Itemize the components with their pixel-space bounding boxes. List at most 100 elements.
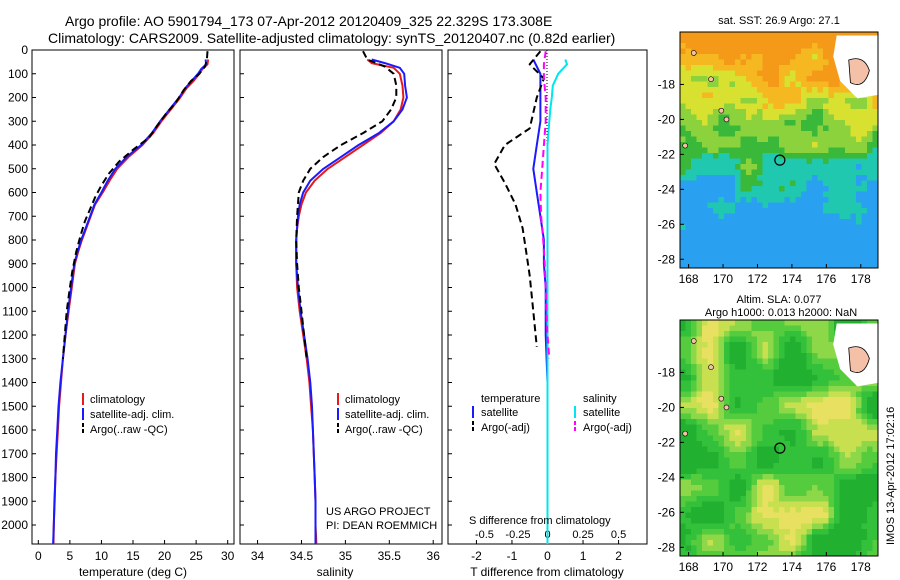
map-cell (724, 358, 731, 365)
map-y-tick-label: -20 (658, 112, 676, 126)
map-cell (856, 235, 863, 242)
map-y-tick-label: -24 (658, 182, 676, 196)
map-cell (850, 241, 857, 248)
map-cell (872, 446, 878, 453)
map-cell (834, 213, 841, 220)
map-cell (812, 496, 819, 503)
map-cell (806, 175, 813, 182)
map-cell (762, 131, 769, 138)
map-cell (696, 92, 703, 99)
map-cell (867, 463, 874, 470)
map-cell (834, 246, 841, 253)
map-cell (718, 441, 725, 448)
map-cell (812, 529, 819, 536)
map-cell (702, 551, 709, 556)
map-cell (861, 136, 868, 143)
map-cell (685, 257, 692, 264)
map-cell (713, 430, 720, 437)
map-cell (713, 54, 720, 61)
map-cell (861, 202, 868, 209)
map-cell (757, 241, 764, 248)
map-cell (773, 65, 780, 72)
map-cell (751, 545, 758, 552)
map-cell (790, 202, 797, 209)
map-cell (801, 87, 808, 94)
map-cell (696, 358, 703, 365)
map-cell (691, 512, 698, 519)
map-cell (845, 402, 852, 409)
map-cell (740, 342, 747, 349)
map-cell (867, 208, 874, 215)
map-cell (735, 512, 742, 519)
map-cell (773, 252, 780, 259)
map-cell (680, 103, 687, 110)
map-cell (702, 347, 709, 354)
map-cell (768, 430, 775, 437)
map-cell (724, 485, 731, 492)
map-cell (685, 419, 692, 426)
map-cell (790, 529, 797, 536)
map-cell (702, 153, 709, 160)
map-y-tick-label: -22 (658, 435, 676, 449)
map-cell (828, 485, 835, 492)
map-cell (735, 391, 742, 398)
map-cell (762, 325, 769, 332)
map-cell (828, 452, 835, 459)
map-cell (707, 424, 714, 431)
map-cell (845, 175, 852, 182)
map-cell (817, 257, 824, 264)
map-cell (845, 114, 852, 121)
map-cell (762, 507, 769, 514)
map-cell (867, 386, 874, 393)
map-cell (812, 430, 819, 437)
map-cell (812, 70, 819, 77)
map-cell (845, 164, 852, 171)
map-cell (724, 169, 731, 176)
map-cell (795, 501, 802, 508)
map-cell (839, 419, 846, 426)
map-cell (823, 120, 830, 127)
map-cell (702, 87, 709, 94)
map-cell (801, 496, 808, 503)
map-cell (872, 320, 878, 327)
map-cell (746, 320, 753, 327)
map-cell (718, 529, 725, 536)
map-cell (696, 109, 703, 116)
map-cell (850, 391, 857, 398)
map-cell (707, 109, 714, 116)
map-cell (817, 246, 824, 253)
map-cell (845, 103, 852, 110)
map-cell (839, 457, 846, 464)
map-cell (740, 331, 747, 338)
map-cell (757, 98, 764, 105)
map-cell (790, 235, 797, 242)
map-cell (779, 213, 786, 220)
map-cell (762, 479, 769, 486)
map-cell (773, 246, 780, 253)
map-cell (724, 540, 731, 547)
temperature-legend: climatology satellite-adj. clim. Argo(..… (82, 393, 174, 436)
map-cell (680, 235, 687, 242)
map-cell (713, 131, 720, 138)
map-cell (872, 452, 878, 459)
map-y-tick-label: -28 (658, 540, 676, 554)
map-cell (751, 386, 758, 393)
map-cell (707, 54, 714, 61)
map-cell (801, 534, 808, 541)
map-cell (812, 375, 819, 382)
map-cell (724, 235, 731, 242)
map-cell (751, 92, 758, 99)
map-cell (834, 479, 841, 486)
map-cell (757, 380, 764, 387)
map-cell (812, 512, 819, 519)
map-cell (729, 424, 736, 431)
map-cell (828, 446, 835, 453)
map-cell (812, 219, 819, 226)
map-cell (817, 54, 824, 61)
map-cell (685, 70, 692, 77)
map-cell (696, 125, 703, 132)
map-cell (685, 43, 692, 50)
map-cell (729, 213, 736, 220)
map-cell (729, 325, 736, 332)
map-cell (707, 32, 714, 39)
